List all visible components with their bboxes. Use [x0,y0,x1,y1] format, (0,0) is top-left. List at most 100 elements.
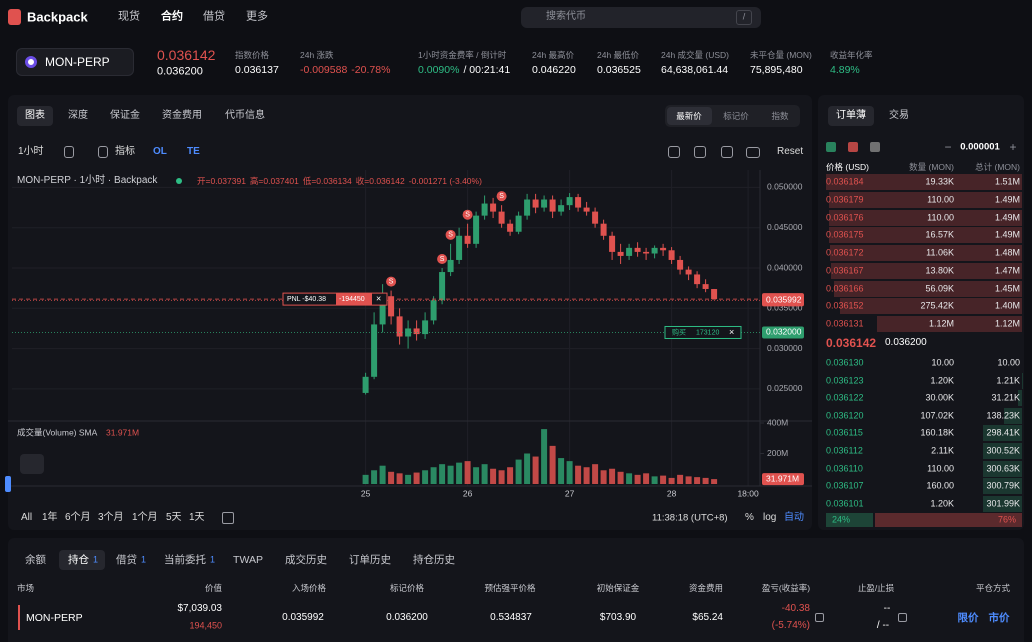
position-tab[interactable]: 余额 [25,553,46,566]
toolbar-icon[interactable] [721,146,733,158]
calendar-icon[interactable] [222,512,234,524]
tool[interactable]: OL [153,146,167,157]
ob-price[interactable]: 0.036166 [826,283,864,293]
ob-price[interactable]: 0.036184 [826,176,864,187]
ob-price[interactable]: 0.036167 [826,265,864,276]
ob-minus[interactable]: − [944,140,952,154]
volume-bar [668,477,675,484]
ob-plus[interactable]: + [1009,140,1017,154]
position-tab[interactable]: 当前委托 [164,553,207,566]
position-tab[interactable]: 持仓 [68,553,89,566]
nav-item[interactable]: 合约 [161,10,183,23]
search-box[interactable] [521,7,761,28]
ob-price[interactable]: 0.036130 [826,357,864,368]
candle-body [362,376,369,393]
ob-price[interactable]: 0.036131 [826,318,864,329]
chart-tab[interactable]: 深度 [68,110,88,121]
scale-option[interactable]: 自动 [784,512,804,523]
chart-tab[interactable]: 保证金 [110,110,140,121]
position-tab[interactable]: 借贷 [116,553,138,566]
volume-bar [371,470,378,484]
close-market[interactable]: 市价 [988,611,1010,624]
range-option[interactable]: 6个月 [65,512,91,523]
chart-tab[interactable]: 图表 [25,110,45,121]
scale-option[interactable]: % [745,512,754,523]
ob-price[interactable]: 0.036115 [826,427,863,438]
toolbar-icon[interactable] [694,146,706,158]
candlestick-chart: 0.050000 0.045000 0.040000 0.035000 0.030000… [8,170,812,498]
position-tab[interactable]: 持仓历史 [413,553,455,566]
range-option[interactable]: All [21,512,33,523]
toolbar-icon[interactable] [98,146,108,158]
ob-price[interactable]: 0.036172 [826,247,864,258]
volume-bar [609,468,616,484]
order-book-panel [818,95,1024,530]
scale-option[interactable]: log [763,512,777,523]
nav-item[interactable]: 现货 [118,10,140,23]
range-option[interactable]: 1个月 [132,512,158,523]
tool[interactable]: TE [187,146,200,157]
toolbar-icon[interactable] [746,147,760,158]
ob-price[interactable]: 0.036101 [826,498,864,509]
price-mode[interactable]: 标记价 [723,110,749,121]
tab-selected [17,106,53,126]
volume-bar [405,474,412,484]
nav-item[interactable]: 借贷 [203,10,225,23]
mark-price: 0.036200 [157,65,203,78]
row-side-bar [18,605,20,630]
ob-view-icon[interactable] [848,142,858,152]
reset[interactable]: Reset [777,146,804,157]
close-limit[interactable]: 限价 [957,611,979,624]
ob-price[interactable]: 0.036110 [826,463,863,474]
close-icon: × [376,293,381,303]
share-icon[interactable] [815,613,824,622]
volume-bar [515,459,522,484]
position-tab[interactable]: TWAP [233,553,263,566]
ob-price[interactable]: 0.036175 [826,229,864,240]
chart-tab[interactable]: 资金费用 [162,110,202,121]
ob-quantity: 110.00 [927,463,954,474]
ob-quantity: 1.20K [930,375,954,386]
nav-item[interactable]: 更多 [246,10,268,23]
price-mode[interactable]: 指数 [771,110,789,121]
volume-bar [694,477,701,484]
ob-price[interactable]: 0.036112 [826,445,863,456]
ob-price[interactable]: 0.036122 [826,392,864,403]
ob-view-icon[interactable] [826,142,836,152]
toolbar-icon[interactable] [668,146,680,158]
indicators[interactable]: 指标 [115,146,135,157]
ob-quantity: 30.00K [925,392,954,403]
ob-tab[interactable]: 订单薄 [836,110,866,121]
chart-tab[interactable]: 代币信息 [225,110,265,121]
ob-view-icon[interactable] [870,142,880,152]
position-tab[interactable]: 成交历史 [285,553,327,566]
ob-price[interactable]: 0.036152 [826,300,864,311]
price-mode[interactable]: 最新价 [676,110,702,121]
toolbar-icon[interactable] [64,146,74,158]
range-option[interactable]: 3个月 [98,512,124,523]
ob-tab[interactable]: 交易 [889,110,909,121]
range-option[interactable]: 1年 [42,512,58,523]
side-toggle[interactable] [5,476,11,492]
volume-bar [456,462,463,484]
y-tick-label: 0.035000 [767,303,803,313]
ob-price[interactable]: 0.036107 [826,480,864,491]
ob-price[interactable]: 0.036120 [826,410,864,421]
ob-price[interactable]: 0.036123 [826,375,864,386]
range-option[interactable]: 1天 [189,512,205,523]
candle-body [481,203,488,216]
ob-price[interactable]: 0.036176 [826,212,864,222]
candle-body [660,247,667,251]
candle-body [609,235,616,252]
edit-icon[interactable] [898,613,907,622]
stat-value: 0.046220 [532,63,576,76]
volume-bar [524,453,531,484]
interval[interactable]: 1小时 [18,146,44,157]
range-option[interactable]: 5天 [166,512,182,523]
table-header: 平仓方式 [975,582,1010,593]
depth-bar [828,227,1022,244]
ob-price[interactable]: 0.036179 [826,194,864,205]
tab-count: 1 [210,554,216,565]
position-tab[interactable]: 订单历史 [349,553,391,566]
depth-bar [831,262,1022,279]
